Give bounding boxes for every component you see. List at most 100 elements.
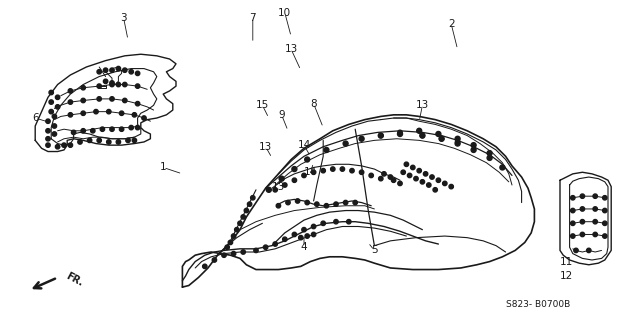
Text: 14: 14 (298, 140, 310, 150)
Circle shape (359, 136, 364, 141)
Circle shape (228, 240, 232, 245)
Circle shape (266, 187, 271, 192)
Circle shape (500, 165, 505, 170)
Circle shape (142, 116, 146, 120)
Circle shape (264, 245, 268, 249)
Circle shape (411, 165, 415, 170)
Circle shape (443, 181, 447, 186)
Text: FR.: FR. (64, 271, 84, 288)
Circle shape (120, 127, 124, 131)
Text: 9: 9 (278, 110, 285, 120)
Circle shape (580, 219, 584, 224)
Circle shape (273, 188, 277, 192)
Circle shape (408, 173, 412, 178)
Circle shape (52, 114, 56, 119)
Circle shape (203, 264, 207, 269)
Circle shape (427, 183, 431, 187)
Circle shape (344, 200, 348, 205)
Circle shape (238, 221, 242, 226)
Circle shape (593, 194, 597, 198)
Circle shape (132, 113, 136, 117)
Circle shape (241, 215, 245, 219)
Circle shape (110, 127, 114, 131)
Circle shape (312, 232, 316, 237)
Circle shape (120, 111, 124, 115)
Circle shape (430, 175, 434, 179)
Circle shape (305, 157, 310, 162)
Circle shape (46, 119, 50, 123)
Circle shape (340, 167, 344, 171)
Circle shape (68, 143, 72, 147)
Circle shape (136, 101, 140, 106)
Circle shape (571, 234, 575, 238)
Circle shape (116, 66, 120, 71)
Circle shape (81, 85, 85, 90)
Circle shape (379, 176, 383, 181)
Circle shape (343, 141, 348, 146)
Circle shape (129, 125, 133, 130)
Text: 6: 6 (32, 113, 38, 123)
Circle shape (244, 208, 248, 213)
Text: 13: 13 (272, 182, 285, 192)
Circle shape (136, 71, 140, 76)
Circle shape (580, 207, 584, 211)
Circle shape (392, 178, 396, 182)
Circle shape (302, 173, 306, 178)
Circle shape (91, 129, 95, 133)
Circle shape (424, 172, 428, 176)
Circle shape (72, 130, 76, 135)
Circle shape (321, 221, 325, 226)
Circle shape (580, 232, 584, 237)
Circle shape (81, 111, 85, 115)
Circle shape (129, 70, 133, 74)
Circle shape (123, 82, 127, 87)
Circle shape (471, 147, 476, 152)
Circle shape (123, 68, 127, 72)
Text: 14: 14 (304, 167, 317, 177)
Circle shape (603, 234, 607, 238)
Circle shape (455, 141, 460, 146)
Circle shape (107, 140, 111, 144)
Circle shape (388, 175, 392, 179)
Circle shape (436, 178, 440, 182)
Text: 2: 2 (448, 19, 454, 29)
Circle shape (456, 140, 460, 144)
Text: 4: 4 (301, 242, 307, 252)
Text: 3: 3 (120, 12, 127, 23)
Circle shape (471, 143, 476, 148)
Circle shape (212, 258, 216, 262)
Circle shape (110, 68, 114, 72)
Circle shape (571, 208, 575, 213)
Circle shape (420, 180, 424, 184)
Circle shape (397, 131, 403, 137)
Circle shape (126, 138, 130, 143)
Circle shape (68, 113, 72, 117)
Circle shape (232, 251, 236, 256)
Text: 8: 8 (310, 99, 317, 109)
Circle shape (587, 248, 591, 253)
Circle shape (414, 176, 418, 181)
Circle shape (440, 137, 444, 141)
Circle shape (299, 235, 303, 240)
Circle shape (132, 138, 136, 143)
Circle shape (574, 248, 578, 253)
Circle shape (571, 196, 575, 200)
Text: 11: 11 (560, 256, 573, 267)
Circle shape (315, 202, 319, 206)
Circle shape (603, 221, 607, 226)
Circle shape (97, 84, 101, 88)
Circle shape (248, 202, 252, 206)
Circle shape (136, 125, 140, 130)
Circle shape (417, 168, 421, 173)
Circle shape (455, 136, 460, 141)
Circle shape (417, 128, 422, 133)
Text: 15: 15 (256, 100, 269, 110)
Circle shape (276, 204, 280, 208)
Circle shape (436, 131, 441, 137)
Circle shape (123, 98, 127, 103)
Circle shape (347, 219, 351, 224)
Circle shape (49, 109, 53, 114)
Circle shape (331, 167, 335, 171)
Circle shape (97, 70, 101, 74)
Circle shape (81, 129, 85, 133)
